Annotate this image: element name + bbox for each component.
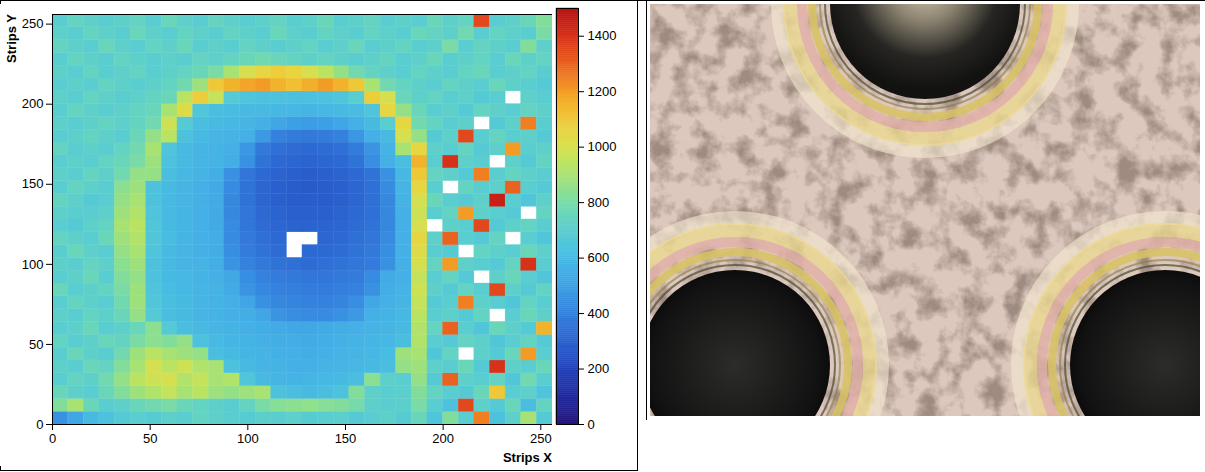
svg-text:150: 150 — [22, 176, 44, 191]
svg-text:800: 800 — [588, 195, 610, 210]
svg-text:150: 150 — [335, 431, 357, 446]
svg-text:250: 250 — [22, 16, 44, 31]
svg-text:400: 400 — [588, 306, 610, 321]
svg-text:1000: 1000 — [588, 139, 617, 154]
svg-text:600: 600 — [588, 250, 610, 265]
svg-text:Strips X: Strips X — [503, 450, 552, 465]
svg-text:200: 200 — [588, 361, 610, 376]
svg-text:200: 200 — [432, 431, 454, 446]
svg-text:Strips Y: Strips Y — [4, 14, 19, 63]
svg-text:0: 0 — [36, 417, 43, 432]
svg-text:50: 50 — [29, 337, 43, 352]
svg-text:200: 200 — [22, 96, 44, 111]
svg-text:1200: 1200 — [588, 84, 617, 99]
svg-text:0: 0 — [49, 431, 56, 446]
svg-text:1400: 1400 — [588, 28, 617, 43]
svg-text:0: 0 — [588, 417, 595, 432]
svg-text:50: 50 — [143, 431, 157, 446]
svg-text:100: 100 — [237, 431, 259, 446]
svg-text:250: 250 — [530, 431, 552, 446]
svg-text:100: 100 — [22, 257, 44, 272]
